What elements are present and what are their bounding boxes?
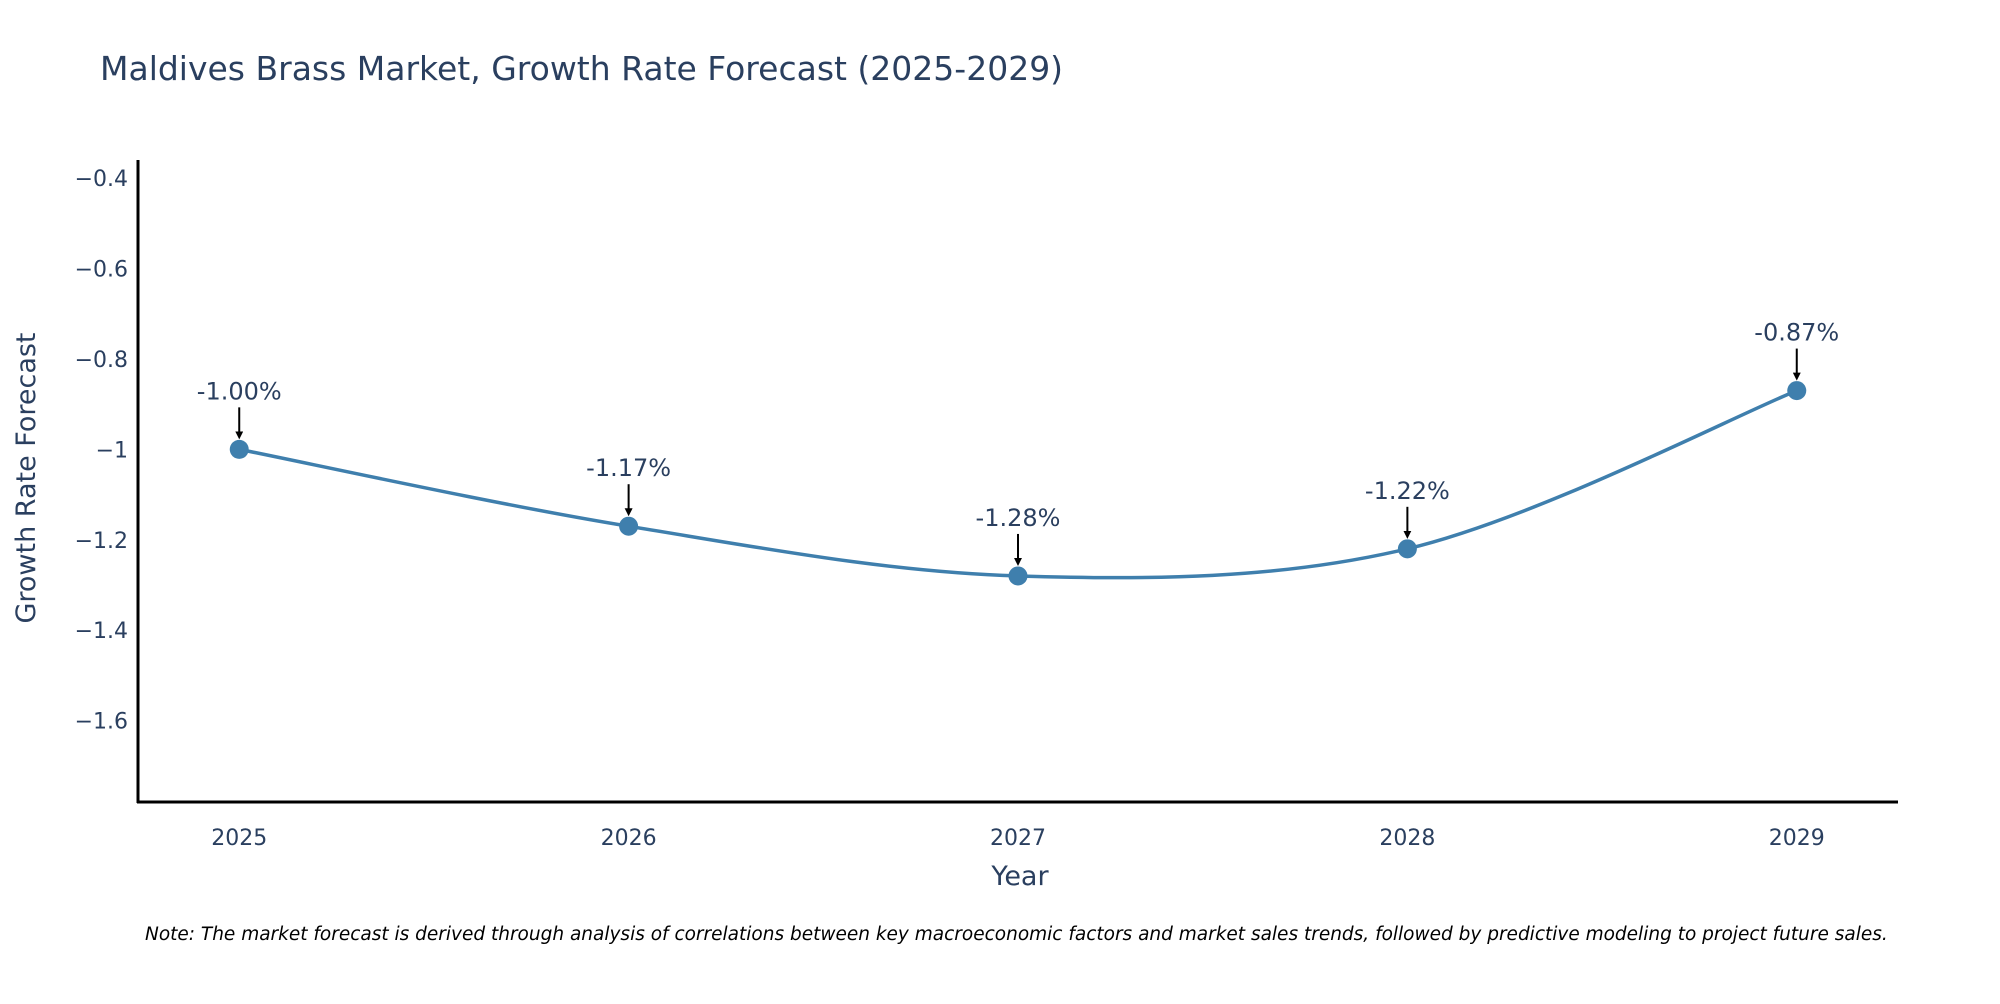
data-label: -1.17%: [586, 454, 671, 482]
footnote: Note: The market forecast is derived thr…: [145, 924, 1888, 945]
data-point-2028: [1397, 539, 1417, 559]
x-axis-title: Year: [990, 861, 1049, 892]
data-point-2026: [619, 516, 639, 536]
x-tick-label: 2029: [1769, 826, 1825, 851]
data-point-2029: [1787, 381, 1807, 401]
y-tick-label: −0.4: [75, 167, 128, 192]
y-tick-label: −1.4: [75, 619, 128, 644]
y-tick-label: −1.2: [75, 529, 128, 554]
data-label: -1.22%: [1365, 477, 1450, 505]
data-point-2027: [1008, 566, 1028, 586]
annotation-layer: -1.00% -1.17% -1.28% -1.22% -0.87%: [197, 319, 1839, 566]
x-tick-label: 2025: [211, 826, 267, 851]
y-axis-title: Growth Rate Forecast: [11, 332, 42, 623]
data-label: -0.87%: [1754, 319, 1839, 347]
chart-title: Maldives Brass Market, Growth Rate Forec…: [100, 49, 1063, 88]
y-tick-label: −1.6: [75, 710, 128, 735]
y-tick-label: −1: [96, 438, 128, 463]
y-tick-label: −0.6: [75, 258, 128, 283]
axes-layer: −0.4 −0.6 −0.8 −1 −1.2 −1.4 −1.6 2025 2026 2027 20…: [75, 160, 1898, 851]
x-tick-label: 2028: [1379, 826, 1435, 851]
y-tick-label: −0.8: [75, 348, 128, 373]
data-label: -1.28%: [976, 504, 1061, 532]
data-point-2025: [229, 439, 249, 459]
x-tick-label: 2026: [601, 826, 657, 851]
x-tick-label: 2027: [990, 826, 1046, 851]
data-label: -1.00%: [197, 377, 282, 405]
series-layer: [229, 381, 1807, 586]
